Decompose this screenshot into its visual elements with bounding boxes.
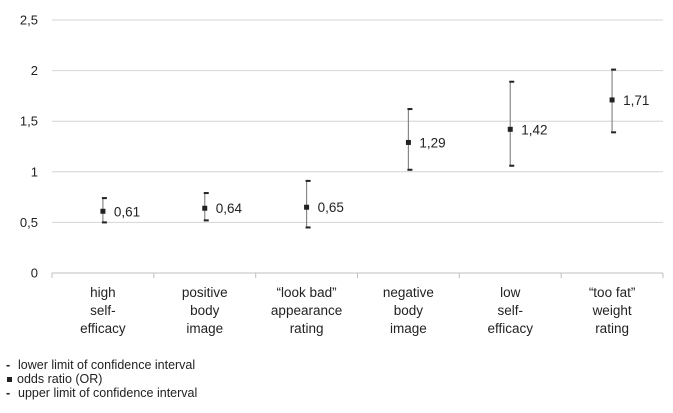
chart: 0 0,5 1 1,5 2 2,5 high self-efficacy positive bod…: [20, 13, 664, 336]
legend-label: lower limit of confidence interval: [18, 358, 196, 372]
legend-item-odds-ratio: odds ratio (OR): [6, 372, 197, 386]
data-label: 1,71: [623, 93, 649, 108]
y-tick-label: 2,5: [20, 13, 38, 28]
data-label: 1,29: [419, 135, 445, 150]
dash-icon: -: [6, 386, 11, 400]
odds-ratio-point: [100, 208, 106, 214]
category-label: rating: [290, 321, 324, 336]
category-label: weight: [592, 303, 632, 318]
category-label: high: [90, 285, 116, 300]
category-label: negative: [383, 285, 434, 300]
odds-ratio-point: [405, 139, 411, 145]
category-label: rating: [595, 321, 629, 336]
data-label: 0,61: [114, 204, 140, 219]
category-label: appearance: [271, 303, 342, 318]
category-label: efficacy: [487, 321, 533, 336]
square-icon: [7, 376, 12, 382]
y-tick-label: 0,5: [20, 215, 38, 230]
odds-ratio-point: [609, 97, 615, 103]
category-label: “look bad”: [277, 285, 337, 300]
legend-label: odds ratio (OR): [17, 372, 103, 386]
legend-item-upper-limit: - upper limit of confidence interval: [6, 386, 197, 400]
category-label: “too fat”: [589, 285, 636, 300]
legend-item-lower-limit: - lower limit of confidence interval: [6, 358, 197, 372]
y-tick-label: 1,5: [20, 114, 38, 129]
data-label: 1,42: [521, 122, 547, 137]
category-label: image: [186, 321, 223, 336]
category-label: low: [500, 285, 521, 300]
category-label: image: [390, 321, 427, 336]
data-label: 0,64: [216, 201, 243, 216]
category-label: positive: [182, 285, 228, 300]
dash-icon: -: [6, 358, 11, 372]
y-tick-label: 0: [31, 266, 38, 281]
category-label: self-: [90, 303, 116, 318]
category-label: efficacy: [80, 321, 126, 336]
odds-ratio-point: [507, 126, 513, 132]
odds-ratio-point: [202, 205, 208, 211]
odds-ratio-point: [304, 204, 310, 210]
category-label: body: [190, 303, 220, 318]
data-label: 0,65: [318, 200, 344, 215]
legend-label: upper limit of confidence interval: [18, 386, 198, 400]
legend: - lower limit of confidence interval odd…: [6, 358, 197, 400]
category-label: self-: [497, 303, 523, 318]
y-tick-label: 2: [31, 63, 38, 78]
category-label: body: [394, 303, 424, 318]
y-tick-label: 1: [31, 164, 38, 179]
